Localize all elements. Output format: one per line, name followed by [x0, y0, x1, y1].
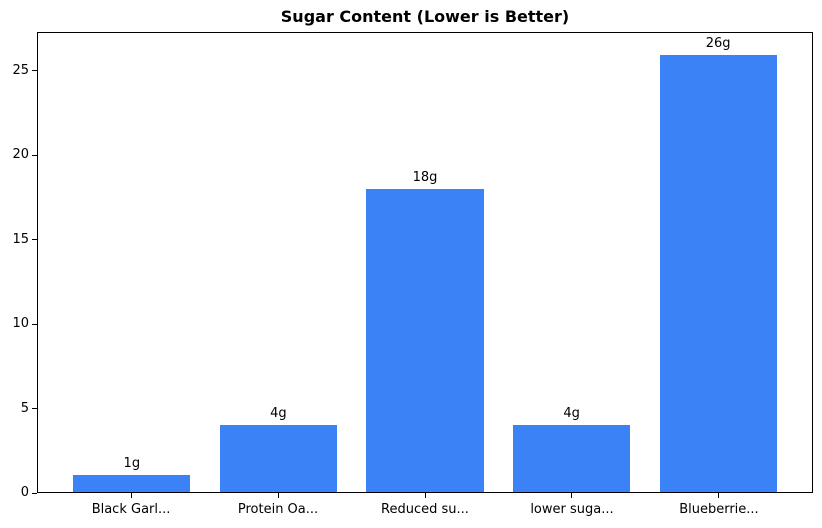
- bar-value-label: 4g: [563, 405, 580, 421]
- y-tick-label: 0: [20, 485, 29, 500]
- x-axis-category-label: lower suga...: [530, 502, 614, 517]
- y-tick-label: 20: [12, 147, 29, 163]
- x-tick: [718, 493, 720, 498]
- x-tick: [277, 493, 279, 498]
- y-tick: [32, 492, 37, 494]
- bar: [512, 424, 631, 492]
- x-axis-category-label: Black Garl...: [91, 502, 171, 517]
- plot-area: 1g 4g 18g 4g 26g: [37, 32, 813, 493]
- bar: [73, 475, 191, 492]
- x-tick: [571, 493, 573, 498]
- y-tick-label: 10: [12, 316, 29, 332]
- y-tick: [32, 154, 37, 156]
- bar: [219, 424, 338, 492]
- y-tick: [32, 408, 37, 410]
- x-tick: [130, 493, 132, 498]
- chart-title: Sugar Content (Lower is Better): [280, 7, 570, 26]
- y-tick: [32, 70, 37, 72]
- bar: [366, 189, 484, 492]
- x-axis-category-label: Reduced su...: [381, 502, 469, 517]
- bar-value-label: 18g: [412, 170, 438, 186]
- x-tick: [424, 493, 426, 498]
- bar: [659, 54, 777, 492]
- bar-value-label: 1g: [123, 456, 141, 472]
- bar-value-label: 4g: [270, 405, 287, 421]
- x-axis-category-label: Blueberrie...: [679, 502, 759, 517]
- y-tick-label: 5: [20, 400, 29, 416]
- x-axis-category-label: Protein Oa...: [237, 502, 319, 517]
- y-tick: [32, 323, 37, 325]
- bar-value-label: 26g: [705, 35, 731, 51]
- y-tick-label: 25: [12, 62, 29, 78]
- y-tick-label: 15: [12, 231, 29, 247]
- y-tick: [32, 239, 37, 241]
